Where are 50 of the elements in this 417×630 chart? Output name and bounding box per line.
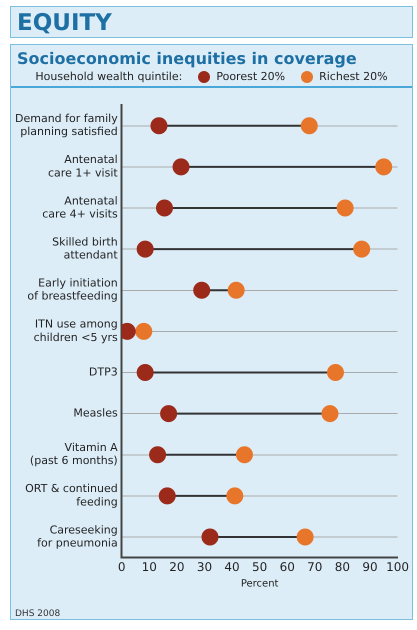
point [160, 405, 178, 422]
y-tick-label: DTP3 [88, 365, 118, 378]
text: DHS 2008 [15, 609, 60, 619]
point [353, 240, 370, 258]
x-tick-label: 40 [224, 560, 240, 574]
x-tick-label: 100 [386, 560, 409, 574]
point [300, 117, 318, 134]
y-tick-label: Careseeking for pneumonia [37, 523, 118, 550]
x-tick-label: 30 [196, 560, 212, 574]
x-axis-title: Percent [240, 578, 279, 590]
point [150, 117, 168, 134]
y-tick-label: Antenatal care 4+ visits [42, 194, 118, 220]
point [236, 446, 253, 464]
point [375, 158, 392, 176]
x-tick-label: 70 [307, 560, 322, 574]
point [135, 322, 152, 340]
x-tick-label: 0 [118, 560, 126, 574]
x-tick-label: 20 [169, 560, 185, 574]
point [336, 200, 354, 217]
y-tick-label: Early initiation of breastfeeding [27, 276, 118, 303]
point [326, 364, 344, 382]
y-tick-label: Antenatal care 1+ visit [48, 153, 118, 180]
y-tick-label: Vitamin A (past 6 months) [30, 441, 118, 468]
legend-label: Poorest 20% [216, 70, 286, 83]
point [172, 158, 190, 176]
point [149, 446, 166, 464]
x-tick-label: 80 [334, 560, 350, 574]
x-tick-label: 50 [252, 560, 268, 574]
chart-subtitle: Socioeconomic inequities in coverage [16, 48, 358, 70]
x-tick-label: 10 [142, 560, 157, 574]
point [228, 282, 245, 299]
x-tick-label: 60 [280, 560, 295, 574]
legend-label: Richest 20% [319, 70, 388, 83]
chart-title: EQUITY [10, 6, 413, 38]
point [158, 487, 176, 504]
legend-title: Household wealth quintile: [35, 70, 182, 83]
y-tick-label: Demand for family planning satisfied [15, 112, 118, 138]
y-tick-label: Skilled birth attendant [52, 235, 118, 262]
y-tick-label: ORT & continued feeding [25, 482, 118, 508]
point [156, 200, 173, 217]
point [193, 282, 210, 299]
y-tick-label: ITN use among children <5 yrs [34, 318, 118, 344]
point [226, 487, 244, 504]
x-tick-label: 90 [362, 560, 378, 574]
y-tick-label: Measles [73, 406, 118, 420]
point [321, 405, 338, 422]
point [136, 240, 154, 258]
point [296, 528, 314, 546]
point [136, 364, 154, 382]
point [201, 528, 218, 546]
